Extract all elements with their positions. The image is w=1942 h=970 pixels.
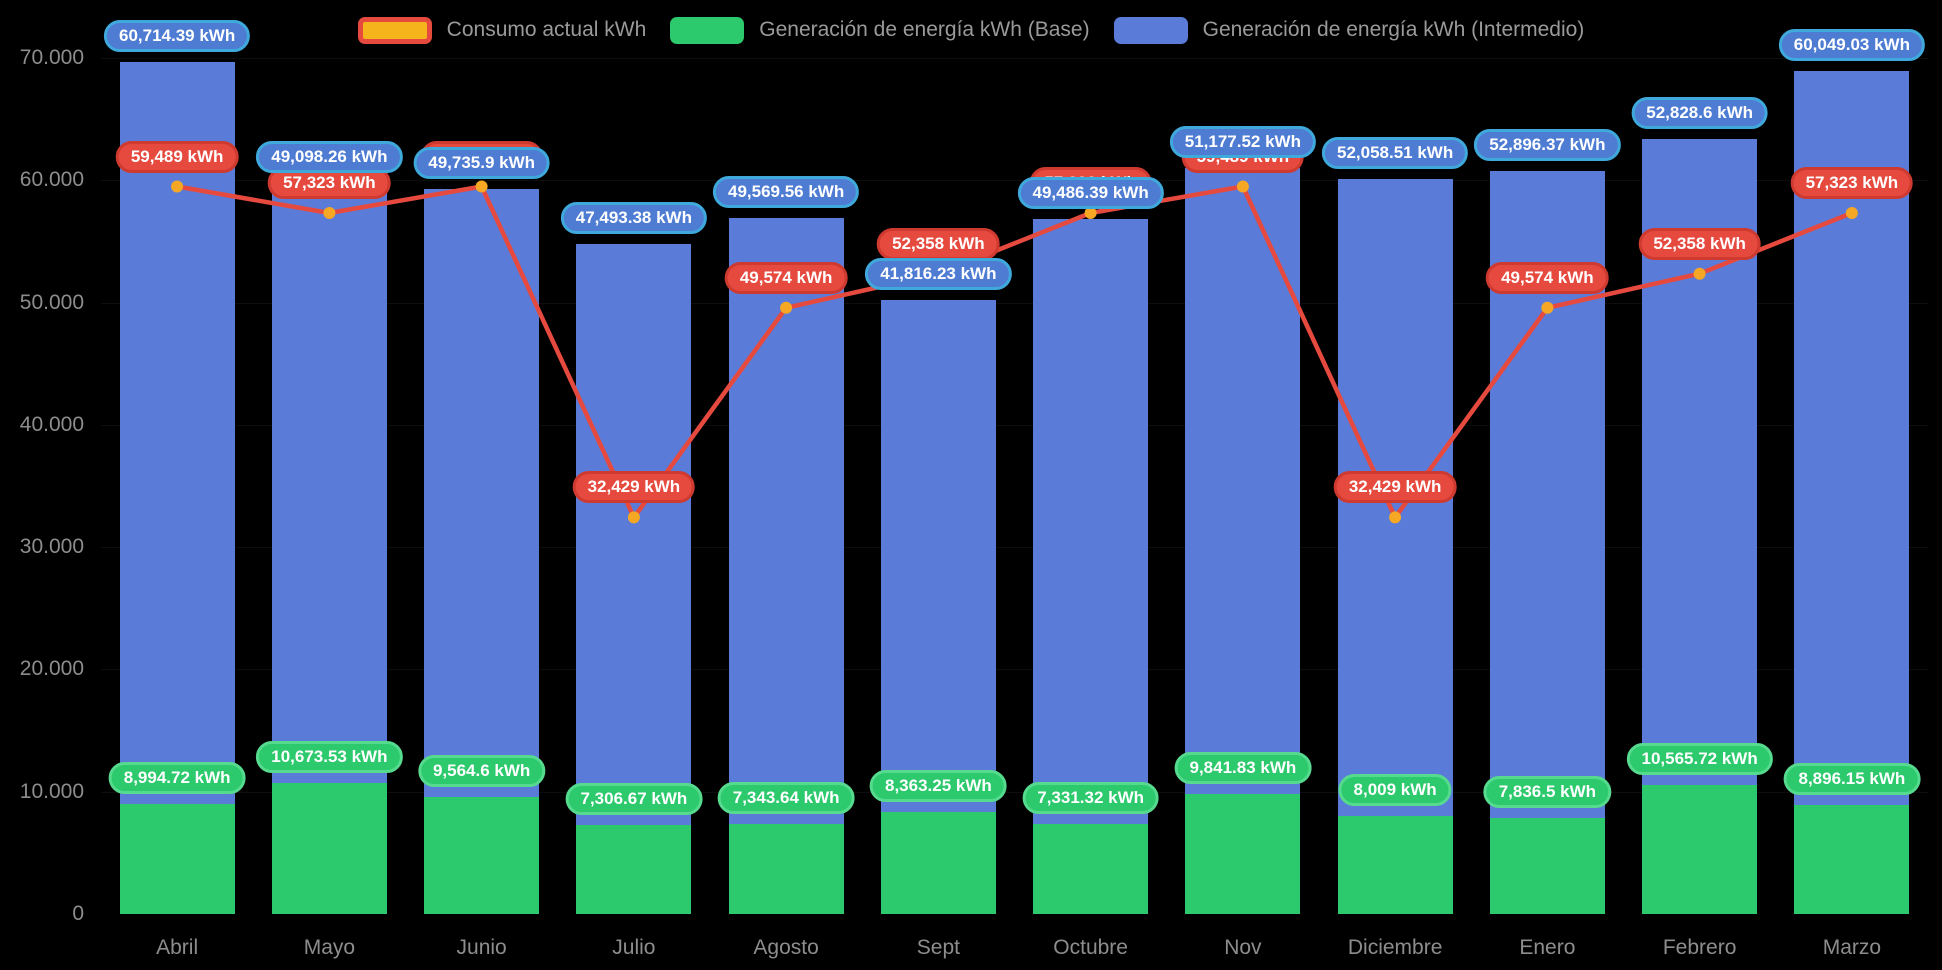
value-label-base-diciembre: 8,009 kWh	[1338, 774, 1452, 807]
value-label-intermedio-febrero: 52,828.6 kWh	[1631, 96, 1769, 129]
value-label-consumo-julio: 32,429 kWh	[572, 471, 696, 504]
bar-base-abril[interactable]	[119, 804, 235, 914]
value-label-intermedio-mayo: 49,098.26 kWh	[256, 141, 403, 174]
value-label-consumo-febrero: 52,358 kWh	[1638, 227, 1761, 260]
x-axis-label-julio: Julio	[612, 936, 656, 959]
bar-base-octubre[interactable]	[1033, 824, 1149, 914]
legend-item-base[interactable]: Generación de energía kWh (Base)	[670, 16, 1090, 44]
y-axis-tick-label: 30.000	[19, 535, 84, 559]
value-label-base-octubre: 7,331.32 kWh	[1022, 782, 1160, 815]
value-label-consumo-enero: 49,574 kWh	[1486, 261, 1609, 294]
gridline	[101, 180, 1928, 182]
legend-swatch-intermedio-icon	[1113, 16, 1188, 44]
gridline	[101, 791, 1928, 793]
x-axis-label-agosto: Agosto	[753, 936, 819, 959]
x-axis-label-febrero: Febrero	[1662, 936, 1737, 959]
y-axis-tick-label: 20.000	[19, 657, 84, 681]
x-axis-label-mayo: Mayo	[303, 936, 356, 959]
value-label-base-nov: 9,841.83 kWh	[1174, 751, 1312, 784]
value-label-intermedio-junio: 49,735.9 kWh	[413, 146, 551, 179]
legend-label-intermedio: Generación de energía kWh (Intermedio)	[1202, 18, 1585, 41]
y-axis-tick-label: 60.000	[19, 168, 84, 192]
gridline	[101, 58, 1928, 59]
value-label-consumo-sept: 52,358 kWh	[877, 227, 1000, 260]
value-label-intermedio-octubre: 49,486.39 kWh	[1017, 177, 1164, 210]
value-label-intermedio-marzo: 60,049.03 kWh	[1778, 28, 1925, 61]
value-label-intermedio-diciembre: 52,058.51 kWh	[1322, 137, 1469, 170]
x-axis-label-abril: Abril	[156, 936, 199, 959]
x-axis-label-diciembre: Diciembre	[1347, 936, 1443, 959]
value-label-intermedio-abril: 60,714.39 kWh	[104, 19, 251, 52]
legend-item-consumo[interactable]: Consumo actual kWh	[357, 16, 647, 44]
bar-intermedio-junio[interactable]	[424, 188, 540, 798]
x-axis-label-junio: Junio	[456, 936, 507, 959]
bar-intermedio-agosto[interactable]	[728, 218, 844, 825]
bar-base-julio[interactable]	[576, 824, 692, 914]
value-label-consumo-diciembre: 32,429 kWh	[1333, 471, 1457, 504]
legend-swatch-base-icon	[670, 16, 745, 44]
gridline	[101, 547, 1928, 549]
value-label-base-enero: 7,836.5 kWh	[1483, 776, 1612, 809]
legend-label-consumo: Consumo actual kWh	[446, 18, 647, 41]
gridline	[101, 669, 1928, 671]
x-axis-label-enero: Enero	[1519, 936, 1576, 959]
value-label-base-abril: 8,994.72 kWh	[108, 762, 246, 794]
legend: Consumo actual kWh Generación de energía…	[0, 14, 1942, 46]
bar-intermedio-abril[interactable]	[119, 61, 235, 804]
bar-base-marzo[interactable]	[1794, 805, 1910, 914]
y-axis-tick-label: 70.000	[19, 46, 84, 69]
value-label-base-junio: 9,564.6 kWh	[417, 755, 546, 788]
bar-base-mayo[interactable]	[271, 783, 387, 914]
y-axis-tick-label: 10.000	[19, 779, 84, 803]
x-axis-label-sept: Sept	[916, 936, 960, 959]
y-axis-tick-label: 40.000	[19, 412, 84, 436]
value-label-consumo-marzo: 57,323 kWh	[1790, 167, 1914, 200]
value-label-intermedio-nov: 51,177.52 kWh	[1169, 125, 1316, 158]
bar-intermedio-nov[interactable]	[1185, 167, 1301, 794]
bar-base-nov[interactable]	[1185, 793, 1301, 914]
bar-intermedio-sept[interactable]	[880, 300, 996, 812]
value-label-intermedio-sept: 41,816.23 kWh	[865, 258, 1012, 291]
value-label-base-febrero: 10,565.72 kWh	[1626, 742, 1773, 775]
bar-base-junio[interactable]	[424, 797, 540, 914]
value-label-intermedio-julio: 47,493.38 kWh	[560, 201, 707, 234]
value-label-intermedio-enero: 52,896.37 kWh	[1474, 129, 1621, 162]
x-axis-label-nov: Nov	[1224, 936, 1262, 959]
value-label-base-julio: 7,306.67 kWh	[565, 782, 703, 815]
bar-intermedio-julio[interactable]	[576, 243, 692, 825]
y-axis-tick-label: 50.000	[19, 290, 84, 314]
legend-item-intermedio[interactable]: Generación de energía kWh (Intermedio)	[1113, 16, 1585, 44]
bar-base-agosto[interactable]	[728, 824, 844, 914]
bar-base-diciembre[interactable]	[1337, 816, 1453, 914]
bar-intermedio-octubre[interactable]	[1033, 219, 1149, 825]
bar-base-febrero[interactable]	[1642, 784, 1758, 914]
value-label-base-mayo: 10,673.53 kWh	[256, 741, 403, 774]
y-axis-tick-label: 0	[72, 902, 84, 925]
bar-intermedio-mayo[interactable]	[271, 183, 387, 784]
value-label-base-agosto: 7,343.64 kWh	[717, 782, 855, 815]
legend-swatch-consumo-icon	[357, 16, 432, 44]
bar-base-enero[interactable]	[1489, 818, 1605, 914]
x-axis-label-octubre: Octubre	[1053, 936, 1128, 959]
value-label-base-sept: 8,363.25 kWh	[869, 769, 1007, 802]
value-label-consumo-agosto: 49,574 kWh	[724, 261, 848, 294]
legend-label-base: Generación de energía kWh (Base)	[759, 18, 1090, 41]
value-label-intermedio-agosto: 49,569.56 kWh	[713, 176, 860, 209]
bar-base-sept[interactable]	[880, 811, 996, 914]
value-label-base-marzo: 8,896.15 kWh	[1783, 763, 1921, 796]
x-axis-label-marzo: Marzo	[1822, 936, 1882, 959]
value-label-consumo-abril: 59,489 kWh	[115, 140, 239, 173]
